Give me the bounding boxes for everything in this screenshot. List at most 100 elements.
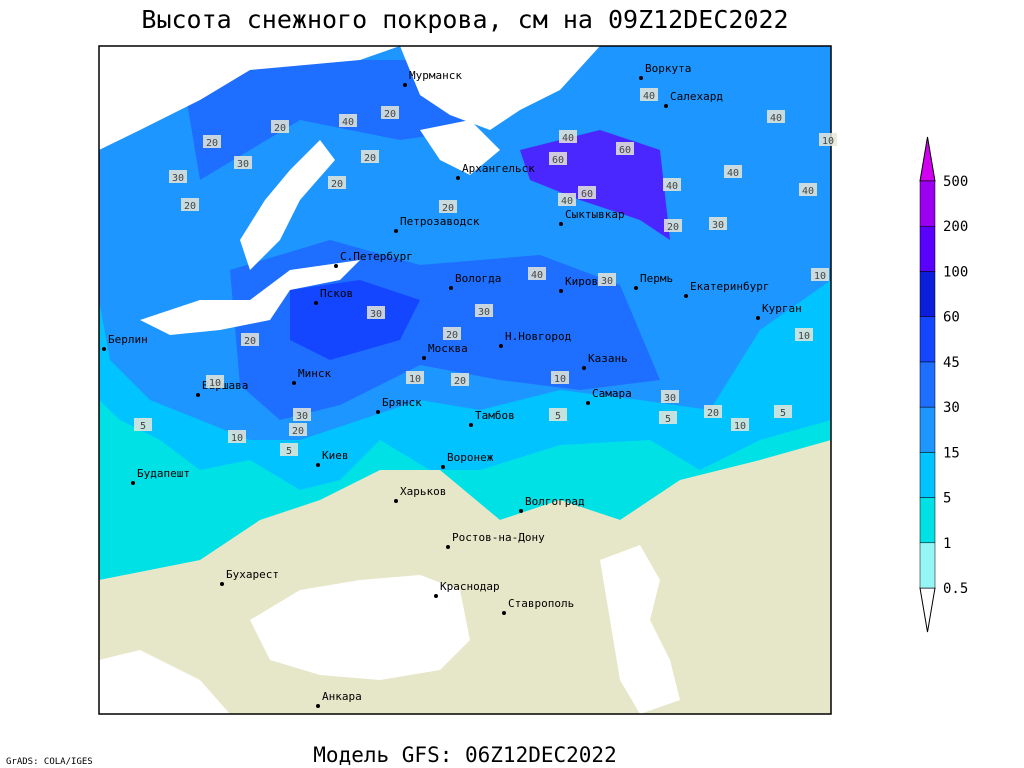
city-dot [586,401,590,405]
contour-label: 20 [454,376,466,387]
city-label: Ростов-на-Дону [452,531,545,544]
legend-arrow-low [919,587,936,633]
contour-label-box [181,198,199,211]
contour-label: 5 [286,446,292,457]
city-label: С.Петербург [340,250,413,263]
contour-label: 40 [561,196,573,207]
contour-label: 30 [664,393,676,404]
contour-label: 20 [274,123,286,134]
city-label: Самара [592,387,632,400]
contour-label-box [241,333,259,346]
city-dot [422,356,426,360]
contour-label: 20 [206,138,218,149]
city-dot [403,83,407,87]
contour-label: 40 [666,181,678,192]
map-frame [98,45,832,715]
city-label: Ставрополь [508,597,574,610]
contour-label-box [328,176,346,189]
contour-label: 40 [770,113,782,124]
city-dot [102,347,106,351]
contour-label-box [663,178,681,191]
city-dot [434,594,438,598]
contour-label-box [169,170,187,183]
contour-label: 10 [822,136,834,147]
contour-label: 60 [619,145,631,156]
contour-label-box [367,306,385,319]
city-dot [559,289,563,293]
city-dot [131,481,135,485]
model-label: Модель GFS: 06Z12DEC2022 [313,743,616,767]
sea [250,575,470,680]
contour-label-box [578,186,596,199]
sea [99,650,230,714]
sea [400,46,600,130]
city-dot [376,410,380,414]
city-label: Курган [762,302,802,315]
city-label: Мурманск [409,69,462,82]
contour-label: 20 [292,426,304,437]
contour-label: 5 [780,408,786,419]
contour-label-box [558,193,576,206]
contour-label-box [811,268,829,281]
contour-label: 20 [667,222,679,233]
city-dot [519,509,523,513]
city-dot [334,264,338,268]
contour-label-box [724,165,742,178]
city-dot [196,393,200,397]
contour-label-box [549,408,567,421]
city-dot [456,176,460,180]
contour-label-box [406,371,424,384]
legend-label: 100 [943,264,968,280]
contour-label: 20 [442,203,454,214]
sea [420,120,500,175]
legend-swatch [919,361,936,408]
contour-label: 40 [802,186,814,197]
contour-label-box [206,375,224,388]
contour-label: 10 [209,378,221,389]
map-labels: Мурманск Воркута Салехард Архангельск Петроз… [102,62,837,708]
city-label: Петрозаводск [400,215,480,228]
contour-label-box [280,443,298,456]
legend-label: 200 [943,219,968,235]
contour-label: 10 [798,331,810,342]
contour-label-box [704,405,722,418]
contour-label-box [361,150,379,163]
contour-label: 40 [727,168,739,179]
city-label: Вологда [455,272,501,285]
contour-label-box [598,273,616,286]
contour-label: 30 [172,173,184,184]
sea [600,545,680,714]
contour-label-box [134,418,152,431]
contour-label-box [234,156,252,169]
contour-label-box [271,120,289,133]
city-label: Волгоград [525,495,585,508]
legend-swatch [919,180,936,227]
legend-swatch [919,452,936,498]
contour-label: 30 [237,159,249,170]
contour-label-box [339,114,357,127]
city-label: Сыктывкар [565,208,625,221]
contour-label-box [661,390,679,403]
contour-label: 20 [244,336,256,347]
credit: GrADS: COLA/IGES [6,757,93,767]
contour-label: 20 [331,179,343,190]
contour-label: 5 [140,421,146,432]
city-label: Брянск [382,396,422,409]
contour-label-box [439,200,457,213]
city-label: Анкара [322,690,362,703]
contour-label: 20 [184,201,196,212]
city-dot [559,222,563,226]
city-dot [220,582,224,586]
contour-label-box [731,418,749,431]
city-label: Москва [428,342,468,355]
contour-label-box [664,219,682,232]
city-label: Киев [322,449,349,462]
legend-swatch [919,225,936,272]
city-dot [446,545,450,549]
city-dot [664,104,668,108]
city-dot [394,229,398,233]
contour-label: 20 [707,408,719,419]
contour-label: 40 [531,270,543,281]
city-label: Берлин [108,333,148,346]
city-dot [499,344,503,348]
